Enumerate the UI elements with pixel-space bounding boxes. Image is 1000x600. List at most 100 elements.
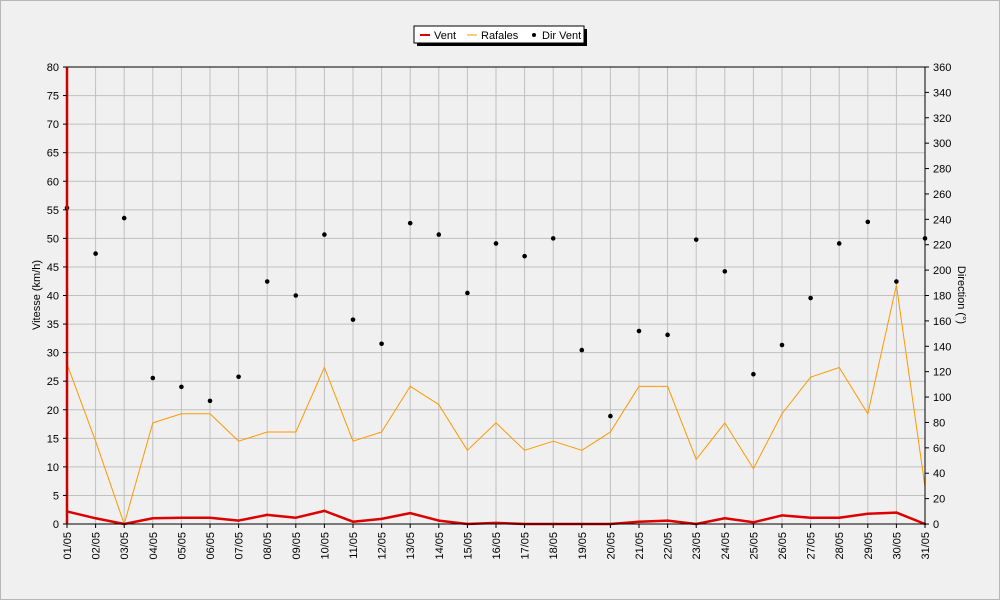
series-dir-vent-point <box>179 384 184 390</box>
x-tick-label: 03/05 <box>119 532 131 560</box>
y-right-tick-label: 40 <box>933 468 945 480</box>
series-vent-segment <box>265 513 298 519</box>
y-right-tick-label: 280 <box>933 164 951 176</box>
y-left-tick-label: 50 <box>47 233 59 245</box>
series-rafales-segment <box>695 422 726 460</box>
series-rafales-segment <box>381 385 411 433</box>
series-rafales-segment <box>352 431 383 442</box>
series-dir-vent-point <box>93 251 98 256</box>
y-right-tick-label: 80 <box>933 417 945 429</box>
right-axis: 0 20 40 60 80 100 120 140 160 180 200 220 240 260 280 3… <box>925 62 951 531</box>
y-left-tick-label: 10 <box>47 462 59 474</box>
series-dir-vent-point <box>493 241 499 246</box>
y-left-tick-label: 80 <box>47 62 59 74</box>
series-rafales-segment <box>95 440 125 525</box>
series-vent-segment <box>380 511 412 521</box>
y-left-tick-label: 30 <box>47 348 59 360</box>
series-vent-segment <box>294 509 326 519</box>
series-dir-vent-point <box>751 371 756 377</box>
series-rafales-segment <box>552 440 583 451</box>
y-right-tick-label: 180 <box>933 291 951 303</box>
x-tick-label: 04/05 <box>148 532 160 560</box>
y-right-tick-label: 260 <box>933 189 951 201</box>
series-dir-vent-point <box>522 253 527 259</box>
series-vent-segment <box>122 517 155 526</box>
y-right-tick-label: 320 <box>933 113 951 125</box>
x-tick-label: 27/05 <box>806 532 818 560</box>
y-left-tick-label: 70 <box>47 119 59 131</box>
x-tick-label: 10/05 <box>319 532 331 560</box>
x-tick-label: 13/05 <box>405 532 417 560</box>
x-tick-label: 16/05 <box>491 532 503 560</box>
y-right-tick-label: 120 <box>933 367 951 379</box>
series-dir-vent-point <box>407 220 413 226</box>
series-vent-segment <box>323 509 355 523</box>
x-tick-label: 28/05 <box>834 532 846 560</box>
y-right-tick-label: 100 <box>933 392 951 404</box>
series-dir-vent-point <box>608 413 613 419</box>
x-tick-label: 29/05 <box>863 532 875 560</box>
y-left-tick-label: 0 <box>53 519 59 531</box>
series-vent-segment <box>723 517 755 524</box>
series-dir-vent-point <box>350 317 356 322</box>
series-rafales-segment <box>295 366 325 433</box>
x-tick-label: 06/05 <box>205 532 217 560</box>
series-rafales-segment <box>209 413 240 442</box>
y-left-tick-label: 40 <box>47 291 59 303</box>
series-vent-segment <box>866 511 898 515</box>
series-dir-vent-point <box>894 279 899 284</box>
y-left-tick-label: 20 <box>47 405 59 417</box>
series-dir-vent-point <box>579 347 585 353</box>
series-vent-segment <box>780 514 812 519</box>
series-rafales-segment <box>581 431 611 451</box>
series-dir-vent-point <box>808 295 813 301</box>
y-left-tick-label: 65 <box>47 148 59 160</box>
y-axis-left-label: Vitesse (km/h) <box>31 260 43 330</box>
series-dir-vent-point <box>693 237 699 242</box>
series-dir-vent-point <box>836 241 842 246</box>
x-tick-label: 14/05 <box>434 532 446 560</box>
y-axis-right-label: Direction (°) <box>955 266 967 324</box>
x-tick-label: 31/05 <box>920 532 932 560</box>
y-right-tick-label: 140 <box>933 341 951 353</box>
y-right-tick-label: 340 <box>933 87 951 99</box>
series-vent-segment <box>65 510 97 520</box>
series-vent-segment <box>208 516 240 522</box>
series-rafales-segment <box>752 413 783 470</box>
series-rafales-segment <box>609 385 640 433</box>
series-rafales-segment <box>66 363 97 442</box>
x-tick-label: 26/05 <box>777 532 789 560</box>
series-dir-vent-point <box>207 398 213 404</box>
series-rafales-segment <box>810 366 840 378</box>
series-dir-vent-point <box>264 279 270 284</box>
x-tick-label: 20/05 <box>605 532 617 560</box>
x-tick-label: 24/05 <box>720 532 732 560</box>
x-tick-label: 07/05 <box>234 532 246 560</box>
series-dir-vent-point <box>465 290 470 296</box>
series-dir-vent-point <box>322 232 327 237</box>
series-vent-segment <box>94 517 126 526</box>
x-tick-label: 19/05 <box>577 532 589 560</box>
series-vent-segment <box>237 513 269 522</box>
series-vent-segment <box>637 519 669 523</box>
y-right-tick-label: 0 <box>933 519 939 531</box>
series-rafales-segment <box>838 366 869 415</box>
series-rafales-segment <box>438 404 468 451</box>
legend-dir-vent-label: Dir Vent <box>542 30 581 42</box>
y-left-tick-label: 5 <box>53 490 59 502</box>
series-vent-segment <box>837 512 870 519</box>
series-dir-vent-point <box>550 236 556 241</box>
y-right-tick-label: 220 <box>933 240 951 252</box>
x-tick-label: 15/05 <box>462 532 474 560</box>
series-rafales-segment <box>895 284 926 488</box>
y-left-tick-label: 15 <box>47 433 59 445</box>
y-right-tick-label: 240 <box>933 214 951 226</box>
x-tick-label: 12/05 <box>377 532 389 560</box>
x-tick-label: 11/05 <box>348 532 360 559</box>
left-axis: 0 5 10 15 20 25 30 35 40 45 50 55 60 65 70 75 80 <box>47 62 67 531</box>
series-dir-vent-point <box>121 215 127 221</box>
y-right-tick-label: 20 <box>933 494 945 506</box>
series-rafales-segment <box>667 385 697 460</box>
y-left-tick-label: 55 <box>47 205 59 217</box>
